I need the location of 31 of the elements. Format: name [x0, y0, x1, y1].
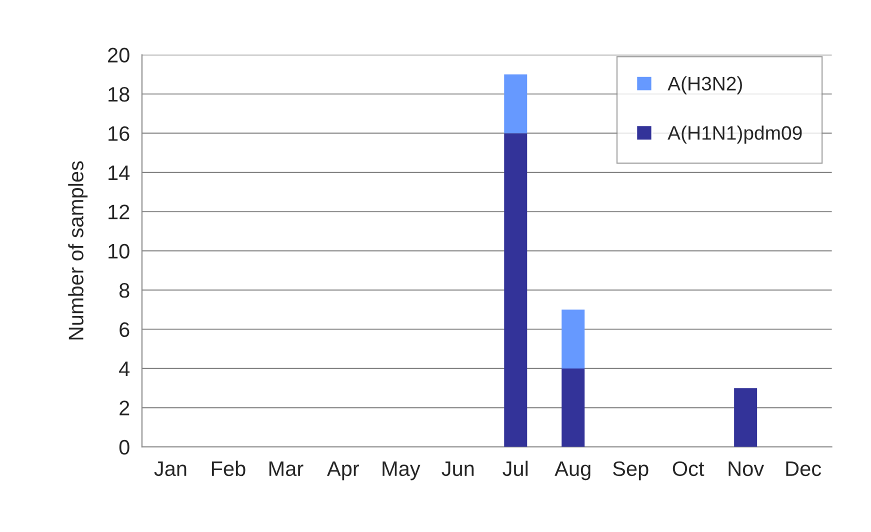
x-tick-label: May — [382, 462, 420, 480]
y-tick-label: 10 — [108, 244, 130, 259]
y-tick-label: 0 — [119, 440, 130, 455]
x-tick-label: Jan — [154, 462, 186, 476]
y-tick-label: 6 — [120, 322, 130, 338]
x-tick-label: Jul — [502, 460, 528, 476]
bar — [734, 388, 758, 447]
y-tick-label: 18 — [108, 87, 130, 102]
y-tick-label: 4 — [119, 362, 130, 376]
bar — [504, 74, 528, 134]
y-tick-label: 20 — [108, 48, 130, 63]
y-tick-label: 8 — [119, 283, 130, 298]
legend-label: A(H1N1)pdm09 — [668, 126, 802, 144]
x-tick-label: Nov — [728, 462, 764, 476]
bar — [562, 368, 585, 447]
bar — [504, 133, 528, 447]
x-tick-label: Jun — [442, 462, 474, 476]
y-tick-label: 14 — [108, 166, 130, 180]
bar — [562, 310, 585, 368]
y-tick-label: 12 — [108, 204, 130, 220]
x-tick-label: Aug — [554, 462, 590, 480]
x-tick-label: Feb — [212, 460, 246, 476]
x-tick-label: Sep — [613, 461, 648, 480]
x-tick-label: Dec — [786, 462, 822, 476]
x-tick-label: Mar — [269, 462, 304, 476]
y-tick-label: 16 — [108, 126, 130, 141]
x-tick-label: Apr — [327, 462, 360, 480]
y-axis-title: Number of samples — [68, 161, 88, 340]
y-tick-label: 2 — [120, 400, 130, 416]
x-tick-label: Oct — [672, 461, 704, 476]
legend-label: A(H3N2) — [668, 76, 742, 94]
